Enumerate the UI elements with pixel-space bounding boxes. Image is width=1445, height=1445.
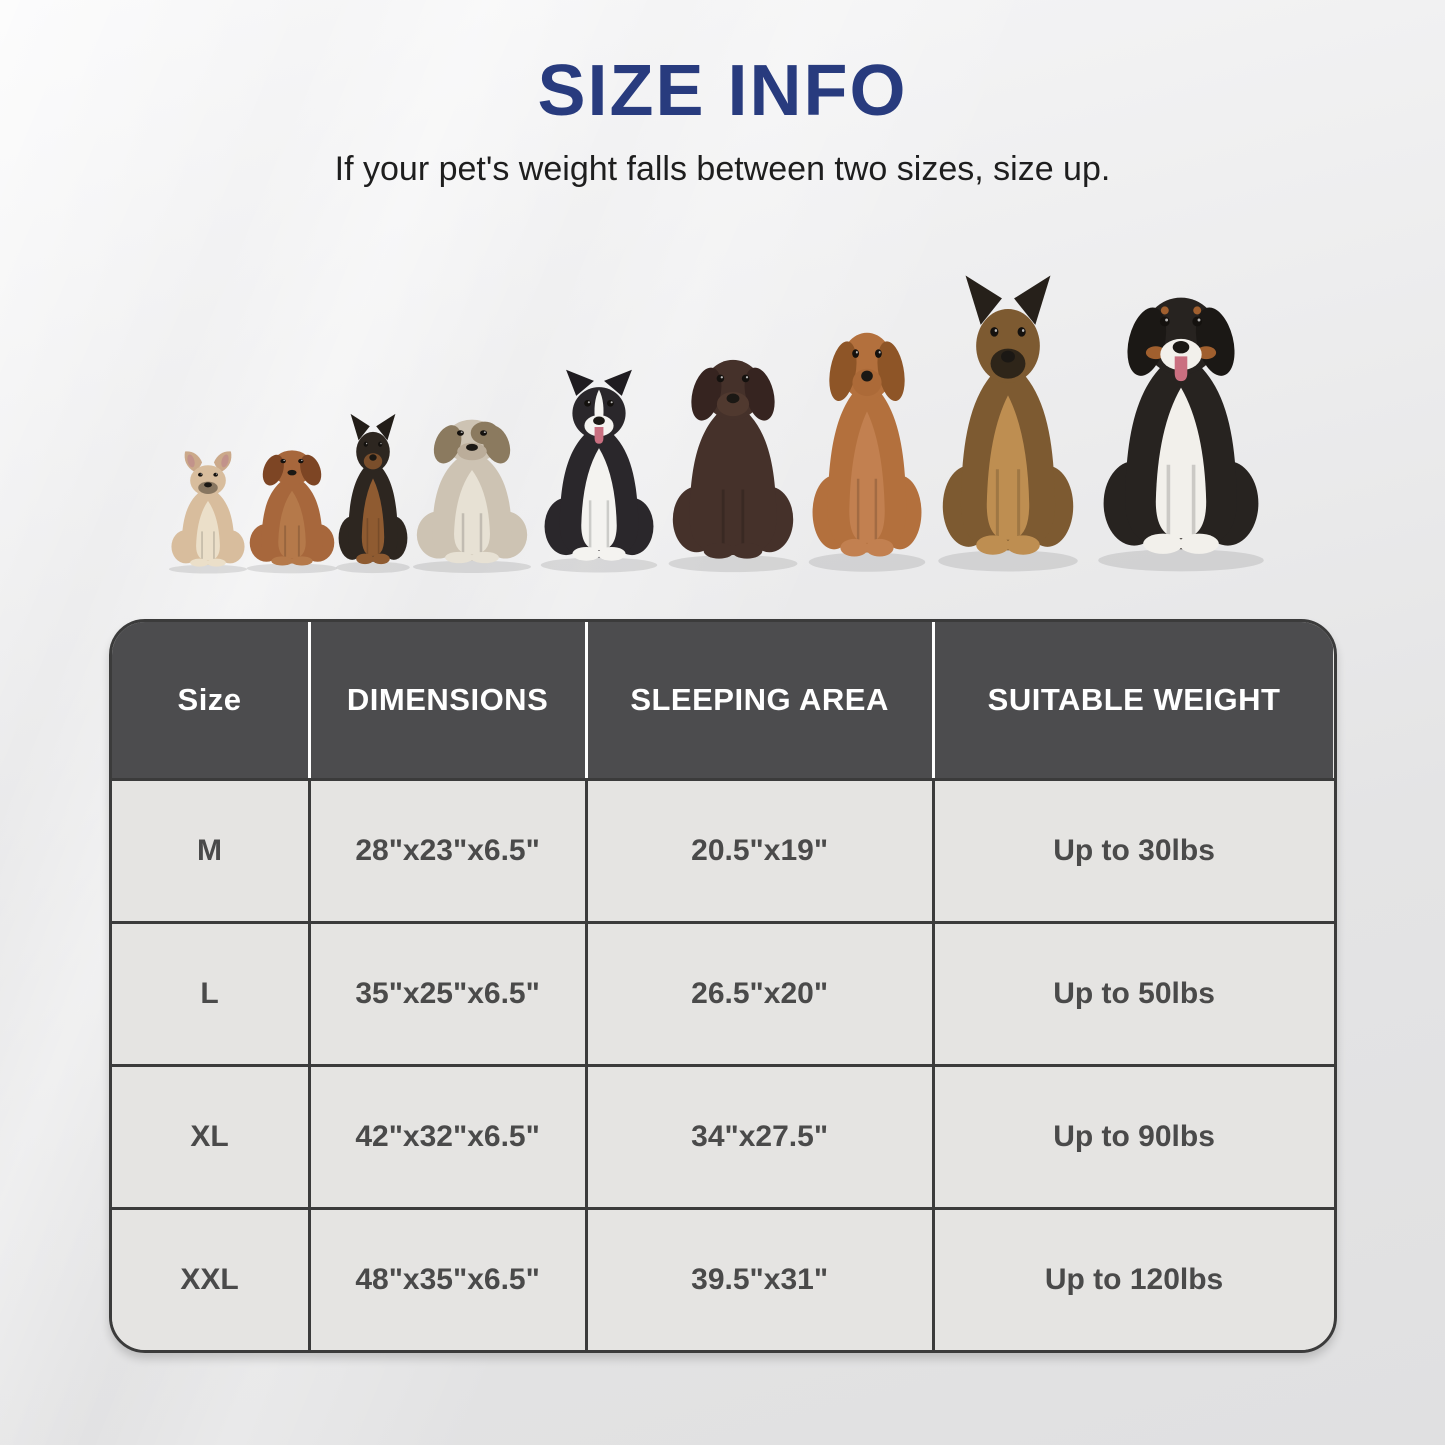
cell-sleeping-area: 34"x27.5" <box>587 1066 935 1207</box>
header-dimensions: DIMENSIONS <box>310 621 588 778</box>
cell-suitable-weight: Up to 120lbs <box>934 1209 1334 1350</box>
page-subtitle: If your pet's weight falls between two s… <box>334 149 1111 188</box>
dog-photo-chocolate-labrador <box>649 330 817 575</box>
dog-photo-french-bulldog <box>157 450 259 575</box>
table-row-xxl: XXL 48"x35"x6.5" 39.5"x31" Up to 120lbs <box>111 1206 1334 1350</box>
cell-size: M <box>111 780 311 921</box>
size-table-header-row: Size DIMENSIONS SLEEPING AREA SUITABLE W… <box>111 621 1334 778</box>
cell-dimensions: 35"x25"x6.5" <box>310 923 588 1064</box>
cell-sleeping-area: 39.5"x31" <box>587 1209 935 1350</box>
header-block: SIZE INFO If your pet's weight falls bet… <box>0 0 1445 189</box>
header-sleeping-area: SLEEPING AREA <box>587 621 935 778</box>
dog-photo-border-collie <box>523 361 675 575</box>
dogs-size-lineup <box>0 243 1445 575</box>
dog-photo-cavalier-king-charles-spaniel <box>233 433 351 575</box>
dog-photo-bulldog <box>395 398 549 575</box>
cell-size: L <box>111 923 311 1064</box>
dog-photo-miniature-pinscher <box>325 412 421 575</box>
cell-dimensions: 42"x32"x6.5" <box>310 1066 588 1207</box>
cell-dimensions: 28"x23"x6.5" <box>310 780 588 921</box>
header-suitable-weight: SUITABLE WEIGHT <box>934 621 1334 778</box>
table-row-m: M 28"x23"x6.5" 20.5"x19" Up to 30lbs <box>111 777 1334 921</box>
size-table: Size DIMENSIONS SLEEPING AREA SUITABLE W… <box>108 618 1337 1353</box>
cell-dimensions: 48"x35"x6.5" <box>310 1209 588 1350</box>
cell-suitable-weight: Up to 30lbs <box>934 780 1334 921</box>
dog-photo-german-shepherd <box>917 272 1099 575</box>
cell-size: XL <box>111 1066 311 1207</box>
cell-sleeping-area: 20.5"x19" <box>587 780 935 921</box>
cell-suitable-weight: Up to 50lbs <box>934 923 1334 1064</box>
cell-suitable-weight: Up to 90lbs <box>934 1066 1334 1207</box>
cell-size: XXL <box>111 1209 311 1350</box>
table-row-xl: XL 42"x32"x6.5" 34"x27.5" Up to 90lbs <box>111 1063 1334 1207</box>
dog-photo-vizsla <box>791 299 943 575</box>
page-title: SIZE INFO <box>537 51 908 131</box>
dog-photo-bernese-mountain-dog <box>1073 259 1289 575</box>
table-row-l: L 35"x25"x6.5" 26.5"x20" Up to 50lbs <box>111 920 1334 1064</box>
header-size: Size <box>111 621 311 778</box>
cell-sleeping-area: 26.5"x20" <box>587 923 935 1064</box>
